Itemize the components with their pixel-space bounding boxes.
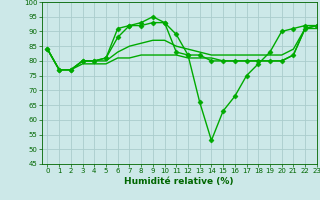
X-axis label: Humidité relative (%): Humidité relative (%) [124,177,234,186]
